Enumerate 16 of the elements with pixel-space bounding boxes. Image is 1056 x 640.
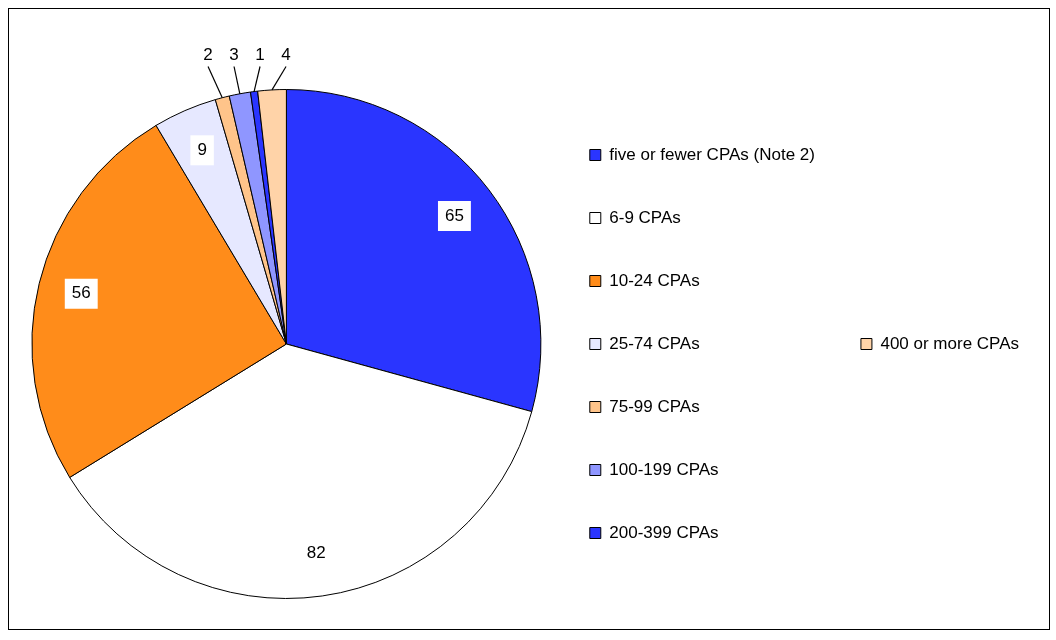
legend-label: 75-99 CPAs [609, 396, 700, 416]
data-label: 56 [71, 283, 91, 303]
data-label: 1 [255, 45, 265, 65]
data-label: 2 [203, 45, 213, 65]
legend-label: 400 or more CPAs [880, 333, 1019, 353]
data-label: 65 [444, 205, 464, 225]
legend-label: five or fewer CPAs (Note 2) [609, 144, 815, 164]
data-label: 9 [197, 139, 207, 159]
data-label: 82 [306, 542, 326, 562]
legend-label: 25-74 CPAs [609, 333, 700, 353]
data-label: 3 [229, 45, 239, 65]
legend-label: 6-9 CPAs [609, 207, 681, 227]
data-label: 4 [281, 45, 291, 65]
legend-label: 10-24 CPAs [609, 270, 700, 290]
legend-label: 200-399 CPAs [609, 522, 719, 542]
legend-label: 100-199 CPAs [609, 459, 719, 479]
